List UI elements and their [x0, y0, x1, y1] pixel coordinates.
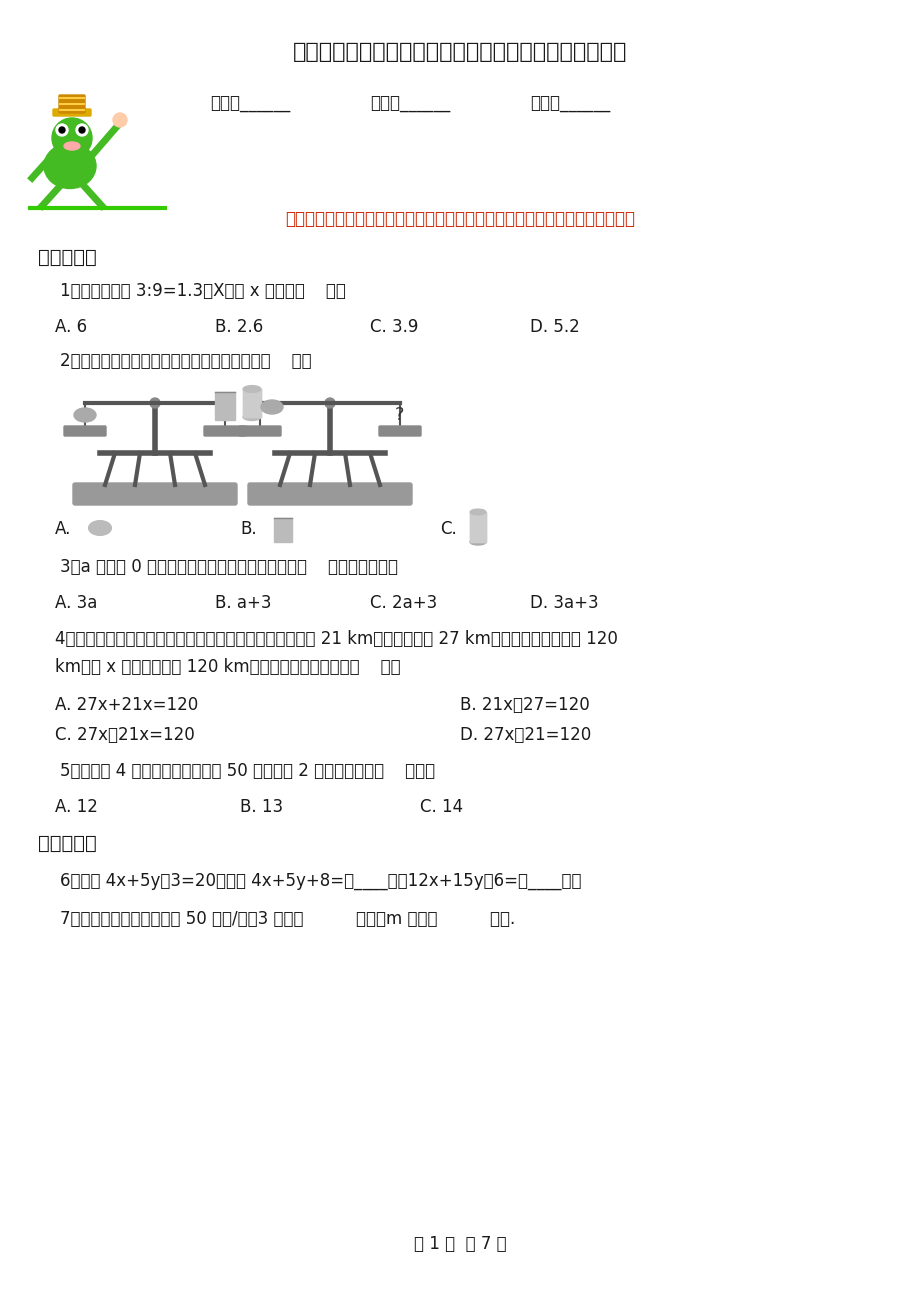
Text: D. 5.2: D. 5.2: [529, 318, 579, 336]
Text: B. 13: B. 13: [240, 798, 283, 816]
Text: 5．乐乐买 4 支钢笔，付给营业员 50 元，找回 2 元，每支钢笔（    ）元。: 5．乐乐买 4 支钢笔，付给营业员 50 元，找回 2 元，每支钢笔（ ）元。: [60, 762, 435, 780]
Text: B. 2.6: B. 2.6: [215, 318, 263, 336]
Text: 4．甲、乙两船同时从同一码头起航向西而行，甲船每时行 21 km，乙船每时行 27 km，多少时后两船相距 120: 4．甲、乙两船同时从同一码头起航向西而行，甲船每时行 21 km，乙船每时行 2…: [55, 630, 618, 648]
Circle shape: [76, 124, 88, 135]
Text: B.: B.: [240, 519, 256, 538]
Text: 第 1 页  共 7 页: 第 1 页 共 7 页: [414, 1236, 505, 1253]
Text: 班级：______: 班级：______: [369, 95, 449, 113]
Circle shape: [324, 398, 335, 408]
Ellipse shape: [261, 400, 283, 414]
Text: A.: A.: [55, 519, 72, 538]
Text: 1．已知有比例 3:9=1.3：X，则 x 的值是（    ）。: 1．已知有比例 3:9=1.3：X，则 x 的值是（ ）。: [60, 283, 346, 299]
Circle shape: [150, 398, 160, 408]
Text: ?: ?: [395, 406, 404, 424]
FancyBboxPatch shape: [53, 109, 91, 116]
Ellipse shape: [470, 539, 485, 546]
FancyBboxPatch shape: [243, 389, 261, 417]
Circle shape: [56, 124, 68, 135]
Text: 同学们，经过一段时间的学习，你一定长进不少，让我们好好检验一下自己吧！: 同学们，经过一段时间的学习，你一定长进不少，让我们好好检验一下自己吧！: [285, 210, 634, 228]
Text: 7．一辆汽车的行驶速度为 50 千米/时，3 小时行          千米，m 小时行          千米.: 7．一辆汽车的行驶速度为 50 千米/时，3 小时行 千米，m 小时行 千米.: [60, 910, 515, 928]
Ellipse shape: [44, 143, 96, 189]
Text: A. 27x+21x=120: A. 27x+21x=120: [55, 697, 198, 713]
Text: 2．要保持天平平衡，右边应该添加的物品是（    ）。: 2．要保持天平平衡，右边应该添加的物品是（ ）。: [60, 352, 312, 370]
FancyBboxPatch shape: [73, 483, 237, 505]
Circle shape: [52, 118, 92, 158]
Ellipse shape: [470, 509, 485, 516]
Text: A. 12: A. 12: [55, 798, 97, 816]
Ellipse shape: [89, 521, 111, 535]
FancyBboxPatch shape: [59, 95, 85, 113]
Circle shape: [113, 113, 127, 128]
Text: B. 21x－27=120: B. 21x－27=120: [460, 697, 589, 713]
FancyBboxPatch shape: [64, 426, 106, 436]
FancyBboxPatch shape: [248, 483, 412, 505]
Text: D. 3a+3: D. 3a+3: [529, 594, 598, 612]
FancyBboxPatch shape: [239, 426, 280, 436]
Text: 成绩：______: 成绩：______: [529, 95, 609, 113]
Text: 3．a 是大于 0 的自然数，下列四个算式的结果，（    ）一定是奇数。: 3．a 是大于 0 的自然数，下列四个算式的结果，（ ）一定是奇数。: [60, 559, 398, 575]
FancyBboxPatch shape: [204, 426, 245, 436]
Text: 一、选择题: 一、选择题: [38, 247, 96, 267]
Text: 6．如果 4x+5y－3=20，那么 4x+5y+8=（____），12x+15y－6=（____）。: 6．如果 4x+5y－3=20，那么 4x+5y+8=（____），12x+15…: [60, 872, 581, 891]
Text: C. 27x－21x=120: C. 27x－21x=120: [55, 727, 195, 743]
Text: A. 6: A. 6: [55, 318, 87, 336]
Circle shape: [59, 128, 65, 133]
Text: C. 2a+3: C. 2a+3: [369, 594, 437, 612]
Ellipse shape: [243, 414, 261, 421]
Text: km？设 x 时后两船相距 120 km，则所列方程正确的是（    ）。: km？设 x 时后两船相距 120 km，则所列方程正确的是（ ）。: [55, 658, 400, 676]
Text: D. 27x－21=120: D. 27x－21=120: [460, 727, 591, 743]
Text: 二、填空题: 二、填空题: [38, 835, 96, 853]
Text: C. 14: C. 14: [420, 798, 462, 816]
Ellipse shape: [243, 385, 261, 392]
FancyBboxPatch shape: [274, 518, 291, 542]
Text: C. 3.9: C. 3.9: [369, 318, 418, 336]
FancyBboxPatch shape: [470, 512, 485, 542]
Text: 数学五年级下册第七单元《用方程解决问题》阶段测评卷: 数学五年级下册第七单元《用方程解决问题》阶段测评卷: [292, 42, 627, 62]
Text: C.: C.: [439, 519, 456, 538]
Ellipse shape: [64, 142, 80, 150]
Text: B. a+3: B. a+3: [215, 594, 271, 612]
Ellipse shape: [74, 408, 96, 422]
FancyBboxPatch shape: [215, 392, 234, 421]
FancyBboxPatch shape: [379, 426, 421, 436]
Text: A. 3a: A. 3a: [55, 594, 97, 612]
Text: 姓名：______: 姓名：______: [210, 95, 289, 113]
Circle shape: [79, 128, 85, 133]
